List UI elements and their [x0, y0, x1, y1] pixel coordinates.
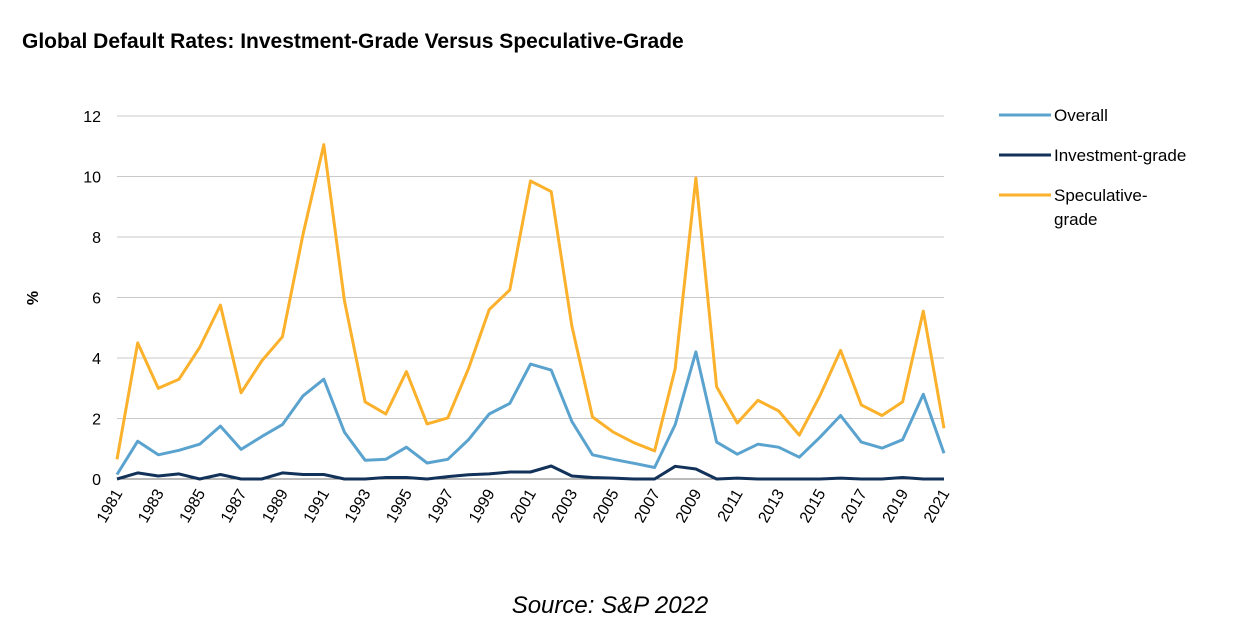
x-tick-label: 2011: [715, 486, 747, 524]
series-lines: [115, 143, 946, 481]
legend-label: Speculative-: [1054, 186, 1148, 205]
x-tick-label: 1987: [218, 486, 251, 525]
series-line-overall: [115, 350, 946, 476]
y-tick-label: 0: [92, 472, 101, 489]
x-tick-label: 2007: [631, 486, 664, 525]
x-tick-label: 1989: [259, 486, 292, 525]
series-line-speculative-grade: [115, 143, 946, 460]
x-tick-label: 2021: [921, 486, 954, 525]
x-tick-label: 2001: [507, 486, 540, 525]
x-tick-label: 2019: [880, 486, 913, 525]
series-line-investment-grade: [116, 464, 944, 481]
y-axis-ticks: 0 2 4 6 8 10 12: [83, 109, 101, 489]
y-axis-label: %: [25, 291, 42, 305]
x-tick-label: 2009: [673, 486, 706, 525]
x-tick-label: 1983: [135, 486, 168, 525]
legend-label: grade: [1054, 210, 1097, 229]
y-tick-label: 4: [92, 351, 101, 368]
x-tick-label: 2017: [838, 486, 871, 525]
y-tick-label: 12: [83, 109, 101, 126]
x-tick-label: 1981: [94, 486, 127, 525]
legend-label: Investment-grade: [1054, 146, 1186, 165]
chart-title: Global Default Rates: Investment-Grade V…: [22, 30, 684, 53]
x-tick-label: 2013: [756, 486, 789, 525]
legend: Overall Investment-grade Speculative-grade: [999, 106, 1186, 229]
x-tick-label: 1997: [425, 486, 458, 525]
x-tick-label: 1995: [383, 486, 416, 525]
x-tick-label: 2015: [797, 486, 830, 525]
legend-label: Overall: [1054, 106, 1108, 125]
x-tick-label: 1991: [301, 486, 334, 525]
x-tick-label: 1993: [342, 486, 375, 525]
gridlines: [117, 115, 944, 480]
x-tick-label: 2005: [590, 486, 623, 525]
x-tick-label: 1999: [466, 486, 499, 525]
y-tick-label: 10: [83, 170, 101, 187]
y-tick-label: 6: [92, 291, 101, 308]
x-tick-label: 1985: [177, 486, 210, 525]
y-tick-label: 8: [92, 230, 101, 247]
source-caption: Source: S&P 2022: [511, 592, 709, 619]
y-tick-label: 2: [92, 412, 101, 429]
x-axis-ticks: 1981 1983 1985 1987 1989 1991 1993 1995 1997 1999…: [94, 486, 954, 525]
x-tick-label: 2003: [549, 486, 582, 525]
